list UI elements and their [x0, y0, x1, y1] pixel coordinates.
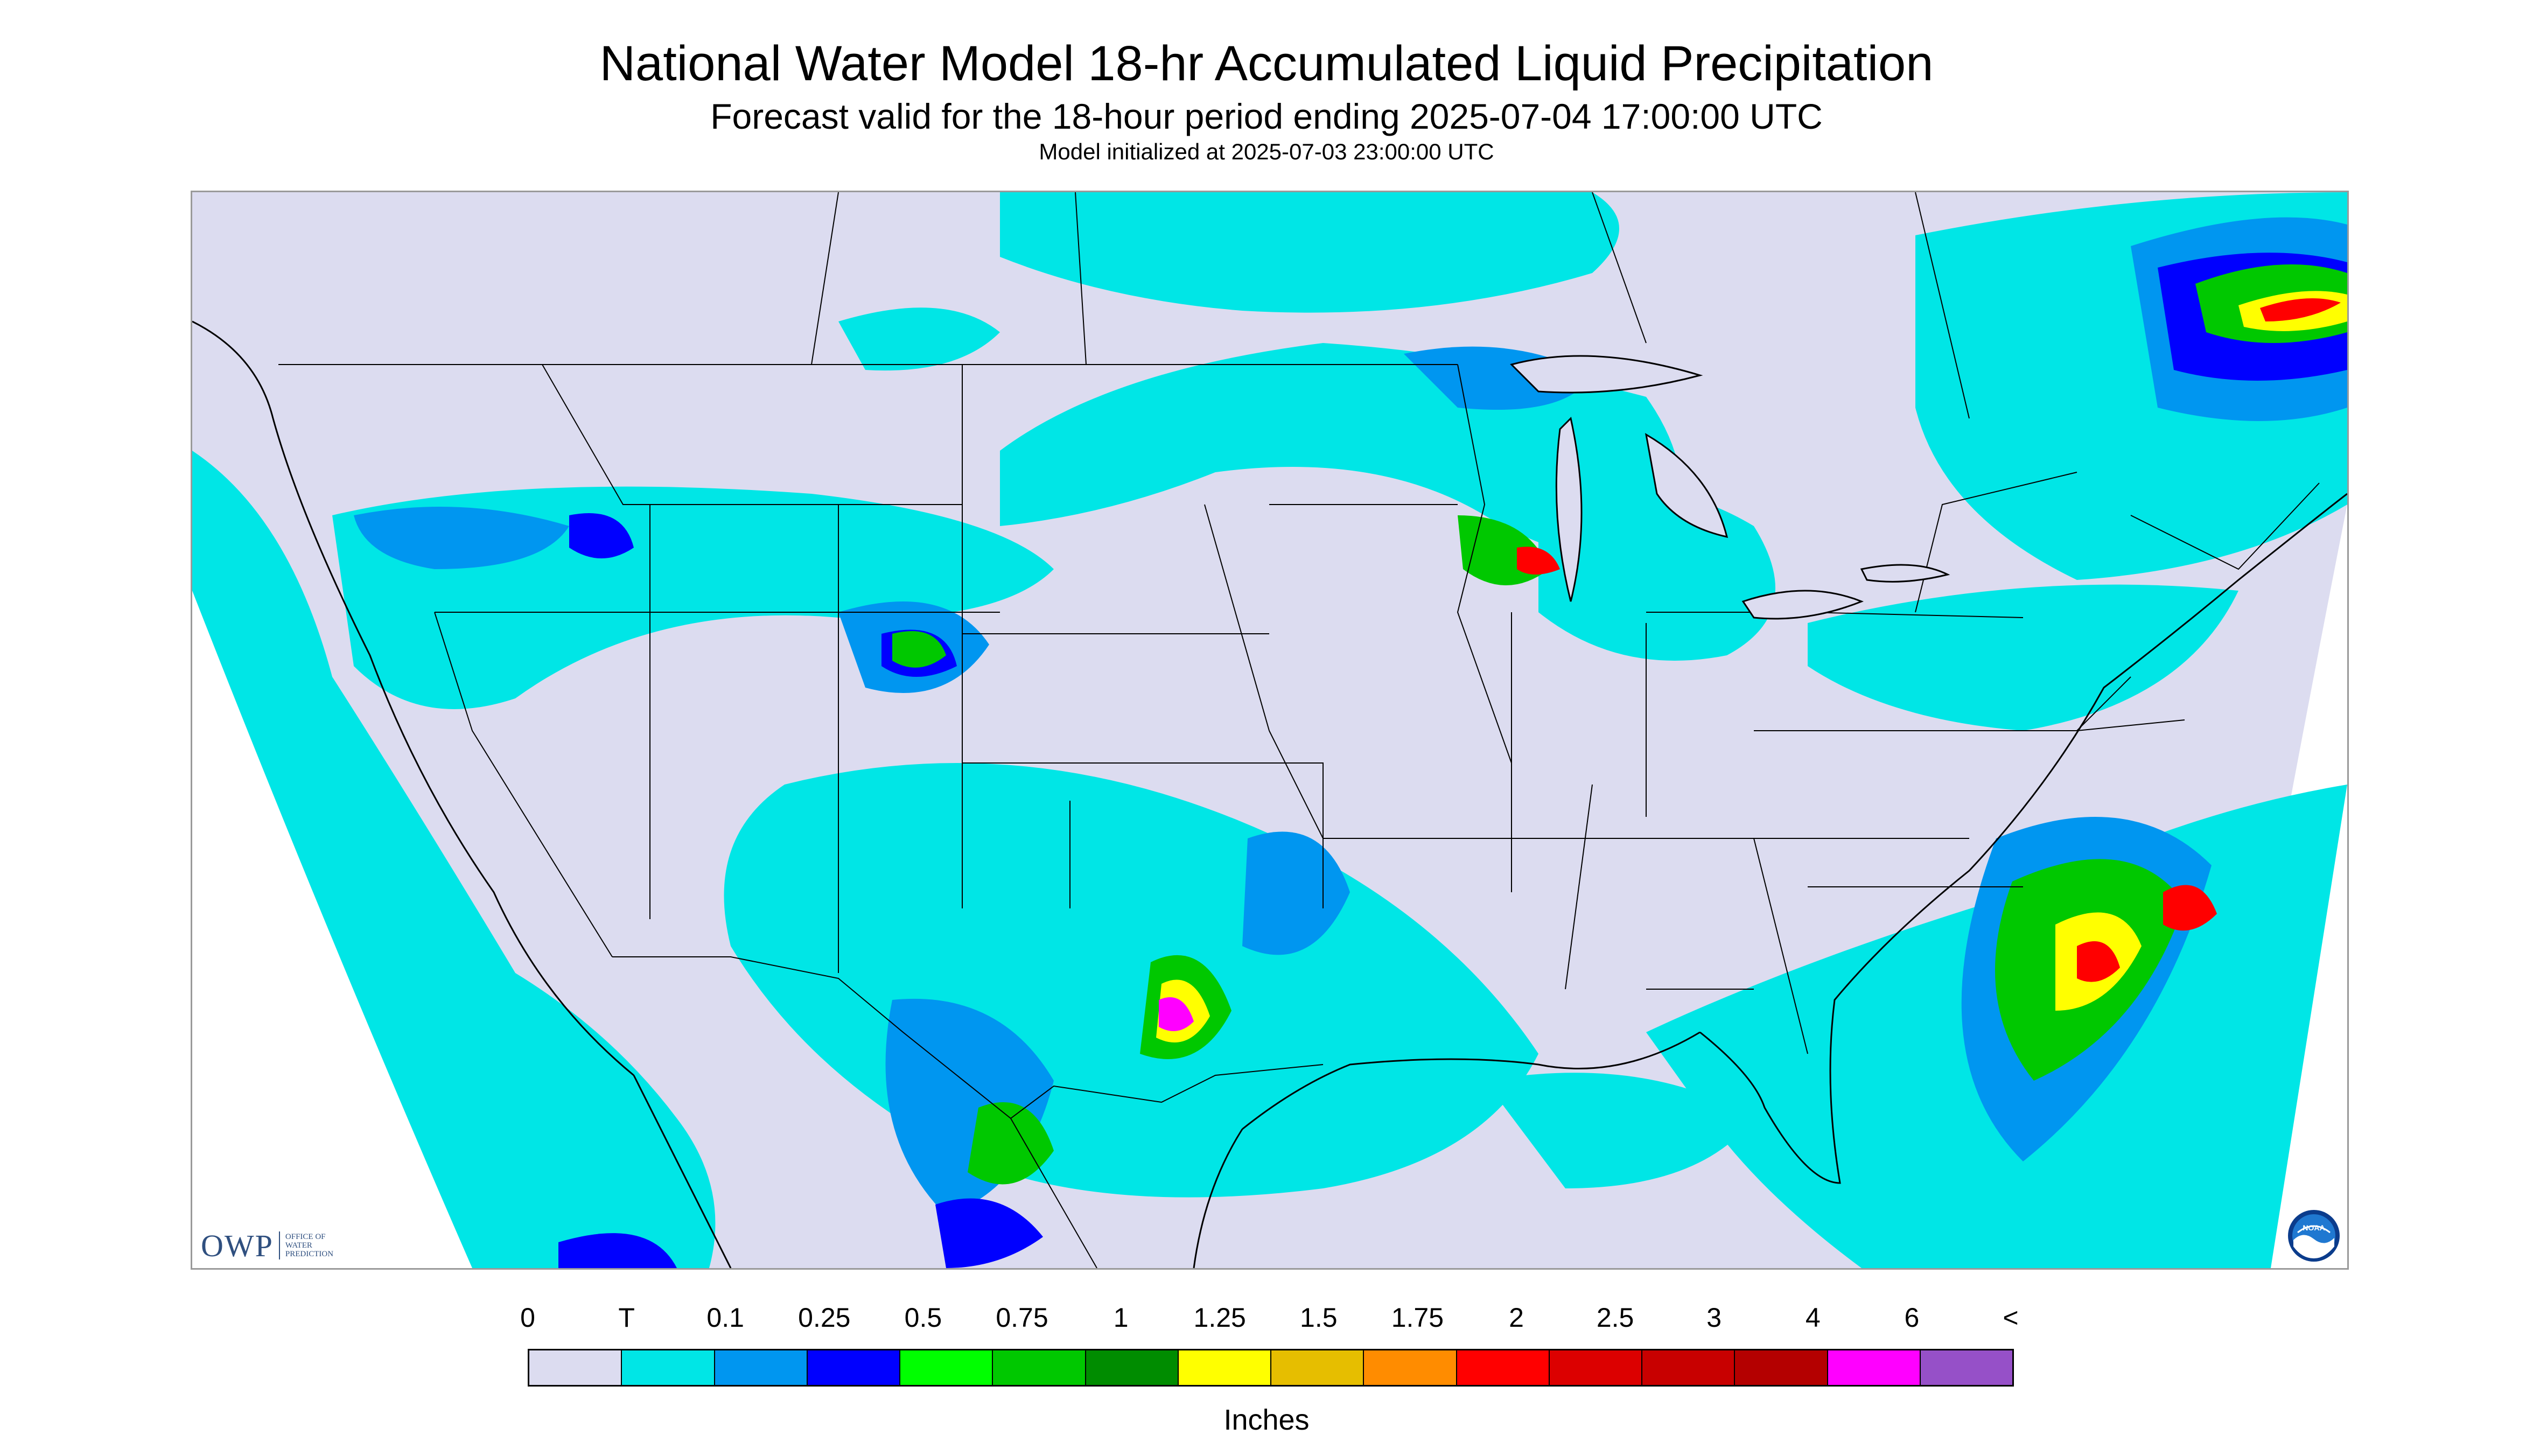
owp-line-3: PREDICTION	[285, 1250, 334, 1258]
legend-colorbar	[528, 1349, 2014, 1387]
map-canvas	[192, 192, 2347, 1268]
legend-swatch	[1271, 1350, 1365, 1385]
legend-tick-label: <	[2003, 1303, 2019, 1333]
legend-labels: 0 T 0.1 0.25 0.5 0.75 1 1.25 1.5 1.75 2 2.5 3 4 6 <	[520, 1302, 2019, 1340]
legend-tick-label: 0.1	[706, 1303, 744, 1333]
great-lakes	[1510, 355, 1950, 620]
precipitation-map: OWP OFFICE OF WATER PREDICTION NOAA	[191, 191, 2349, 1270]
legend-swatch	[1364, 1350, 1457, 1385]
legend-swatch	[900, 1350, 993, 1385]
noaa-logo-icon: NOAA	[2288, 1210, 2340, 1262]
legend-swatch	[715, 1350, 808, 1385]
legend-swatch	[1178, 1350, 1271, 1385]
legend-tick-label: 0.25	[798, 1303, 851, 1333]
legend-tick-label: 2.5	[1596, 1303, 1634, 1333]
legend-swatch	[1828, 1350, 1921, 1385]
page-title: National Water Model 18-hr Accumulated L…	[599, 36, 1934, 91]
forecast-valid-subtitle: Forecast valid for the 18-hour period en…	[710, 96, 1823, 136]
legend-swatch	[807, 1350, 900, 1385]
model-init-line: Model initialized at 2025-07-03 23:00:00…	[1039, 139, 1494, 164]
owp-logo-divider	[278, 1231, 280, 1259]
owp-logo-letters: OWP	[201, 1228, 274, 1263]
coastlines	[192, 320, 2347, 1268]
legend-tick-label: 1.5	[1300, 1303, 1338, 1333]
owp-line-1: OFFICE OF	[285, 1233, 326, 1241]
noaa-logo-text: NOAA	[2303, 1223, 2325, 1232]
legend-tick-label: 0	[520, 1303, 535, 1333]
owp-line-2: WATER	[285, 1241, 312, 1250]
political-boundaries	[278, 192, 2320, 1268]
legend-tick-label: 1.75	[1391, 1303, 1444, 1333]
legend-tick-label: T	[618, 1303, 635, 1333]
legend-tick-label: 1.25	[1193, 1303, 1246, 1333]
legend-swatch	[1457, 1350, 1550, 1385]
legend-swatch	[622, 1350, 715, 1385]
legend-swatch	[1920, 1350, 2012, 1385]
legend-tick-label: 0.75	[996, 1303, 1048, 1333]
legend-tick-label: 3	[1706, 1303, 1722, 1333]
legend-swatch	[1549, 1350, 1642, 1385]
legend-tick-label: 1	[1113, 1303, 1129, 1333]
legend-tick-label: 6	[1904, 1303, 1920, 1333]
legend-units-label: Inches	[1223, 1404, 1310, 1436]
legend-swatch	[993, 1350, 1086, 1385]
legend-tick-label: 4	[1805, 1303, 1821, 1333]
legend-swatch	[1735, 1350, 1828, 1385]
legend-swatch	[1086, 1350, 1179, 1385]
extreme-precip-magenta	[1159, 997, 1194, 1031]
legend-tick-label: 2	[1509, 1303, 1524, 1333]
heavy-precip-red	[1517, 298, 2341, 982]
legend-swatch	[529, 1350, 622, 1385]
owp-logo-subtitle: OFFICE OF WATER PREDICTION	[285, 1233, 333, 1258]
legend-tick-label: 0.5	[904, 1303, 942, 1333]
owp-logo: OWP OFFICE OF WATER PREDICTION	[201, 1228, 333, 1263]
legend-swatch	[1642, 1350, 1736, 1385]
